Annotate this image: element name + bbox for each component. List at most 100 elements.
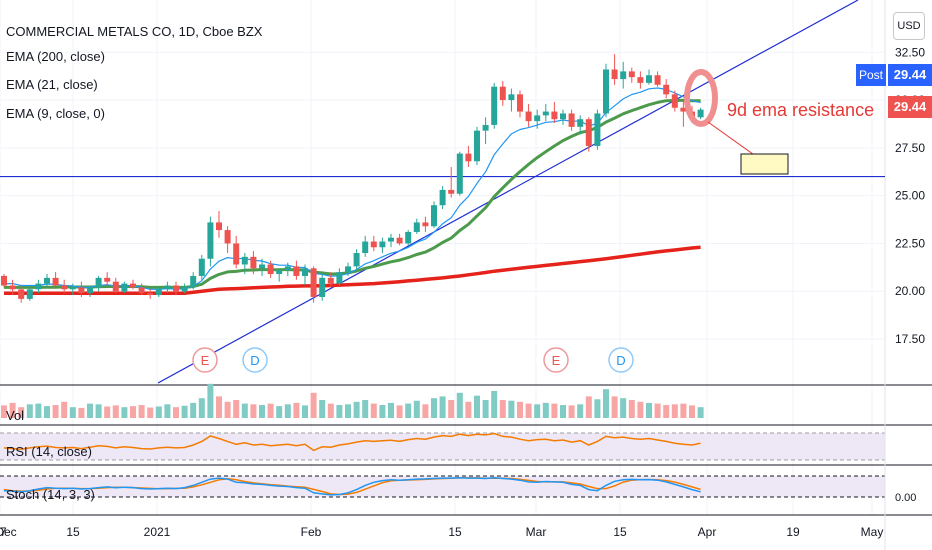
candle-body xyxy=(654,75,661,85)
volume-bar xyxy=(628,400,635,418)
volume-bar xyxy=(250,404,257,418)
time-tick-label: 19 xyxy=(786,525,800,539)
volume-bar xyxy=(319,400,326,418)
legend-ema21[interactable]: EMA (21, close) xyxy=(6,77,98,92)
candle-body xyxy=(130,283,136,288)
volume-bar xyxy=(293,402,300,418)
candle-body xyxy=(216,222,222,231)
volume-bar xyxy=(181,405,188,418)
legend-ema200[interactable]: EMA (200, close) xyxy=(6,49,105,64)
volume-bar xyxy=(465,401,472,418)
candle-body xyxy=(353,253,360,267)
volume-bar xyxy=(1,405,7,418)
volume-bar xyxy=(52,405,59,418)
volume-bar xyxy=(671,404,678,418)
volume-bar xyxy=(233,400,240,418)
candle-body xyxy=(87,287,93,294)
candle-body xyxy=(697,109,704,118)
volume-bar xyxy=(491,391,498,418)
target-box xyxy=(740,153,789,175)
volume-bar xyxy=(130,406,136,418)
volume-bar xyxy=(190,402,197,418)
volume-bar xyxy=(95,404,102,418)
candle-body xyxy=(680,107,687,112)
candle-body xyxy=(336,272,343,284)
trend-line[interactable] xyxy=(157,0,859,384)
candle-body xyxy=(362,241,369,254)
volume-bar xyxy=(456,392,463,418)
volume-bar xyxy=(9,402,16,418)
rsi-pane-label: RSI (14, close) xyxy=(6,444,92,459)
time-tick-label: 2021 xyxy=(144,525,171,539)
candle-body xyxy=(26,289,33,299)
candle-body xyxy=(534,115,541,122)
candle-body xyxy=(112,281,119,292)
candle-body xyxy=(207,222,214,259)
time-tick-label: 15 xyxy=(66,525,80,539)
volume-bar xyxy=(370,403,377,418)
volume-bar xyxy=(663,405,670,418)
currency-button[interactable]: USD xyxy=(893,12,925,40)
annotation-text[interactable]: 9d ema resistance xyxy=(727,100,874,120)
volume-bar xyxy=(155,406,162,418)
volume-bar xyxy=(336,405,343,418)
candle-body xyxy=(319,277,326,297)
volume-bar xyxy=(611,396,618,418)
annotation-drawings[interactable] xyxy=(684,69,789,175)
volume-bar xyxy=(310,392,317,418)
volume-bar xyxy=(689,405,695,418)
candle-body xyxy=(508,94,515,101)
time-tick-label: May xyxy=(861,525,884,539)
candle-body xyxy=(35,283,42,290)
candle-body xyxy=(671,94,678,108)
candle-body xyxy=(327,277,334,284)
volume-bar xyxy=(525,403,532,418)
volume-bar xyxy=(138,405,145,418)
volume-bar xyxy=(594,399,601,418)
candle-body xyxy=(568,113,575,127)
candle-body xyxy=(293,266,300,276)
candle-body xyxy=(388,237,394,242)
candles xyxy=(1,54,704,303)
volume-bar xyxy=(654,403,661,418)
volume-bar xyxy=(345,404,351,418)
volume-bar xyxy=(267,403,274,418)
chart-title[interactable]: COMMERCIAL METALS CO, 1D, Cboe BZX xyxy=(6,24,263,39)
volume-bar xyxy=(413,400,420,418)
highlight-circle xyxy=(684,69,718,127)
trend-line-segment xyxy=(157,0,859,384)
candle-body xyxy=(95,277,102,288)
candle-body xyxy=(155,289,162,296)
volume-pane-label: Vol xyxy=(6,408,24,423)
volume-bar xyxy=(697,407,704,418)
candle-body xyxy=(121,283,128,292)
candle-body xyxy=(173,285,179,292)
rsi-line xyxy=(3,432,701,452)
volume-bar xyxy=(18,407,25,418)
candle-body xyxy=(345,266,351,273)
candle-body xyxy=(164,285,171,290)
candle-body xyxy=(379,241,386,248)
candle-body xyxy=(224,230,231,244)
volume-bar xyxy=(353,401,360,418)
ema9-path xyxy=(4,87,701,290)
time-tick-label: Dec xyxy=(0,525,17,539)
post-price-tag: 29.44 xyxy=(888,64,932,86)
legend-ema9[interactable]: EMA (9, close, 0) xyxy=(6,106,105,121)
candle-body xyxy=(413,222,420,232)
time-tick-label: Apr xyxy=(698,525,717,539)
candle-body xyxy=(663,84,670,95)
volume-bar xyxy=(560,405,566,418)
volume-bar xyxy=(577,404,584,418)
volume-bar xyxy=(284,404,291,418)
volume-bar xyxy=(637,401,644,418)
event-marker xyxy=(192,347,218,373)
volume-bar xyxy=(508,400,515,418)
volume-bar xyxy=(164,404,171,418)
event-marker xyxy=(242,347,268,373)
candle-body xyxy=(577,119,584,127)
candle-body xyxy=(276,270,283,275)
candle-body xyxy=(1,275,7,286)
